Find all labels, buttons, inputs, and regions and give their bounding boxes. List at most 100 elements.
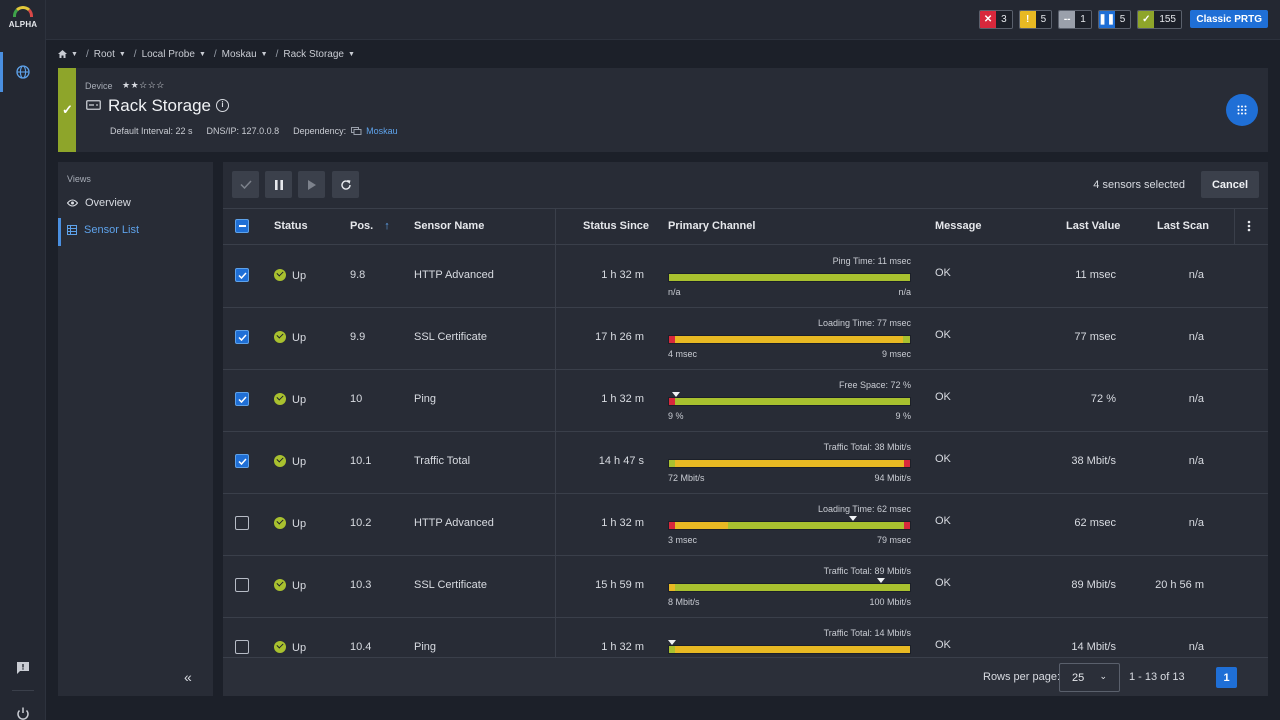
down-counter[interactable]: ✕ 3 [979, 10, 1013, 29]
feedback-icon[interactable] [16, 661, 30, 675]
breadcrumb-root[interactable]: / Root ▼ [78, 49, 126, 60]
views-title: Views [67, 174, 91, 184]
pause-button[interactable] [265, 171, 292, 198]
channel-max: 94 Mbit/s [874, 473, 911, 483]
col-status-since[interactable]: Status Since [583, 220, 650, 232]
status-text: Up [292, 642, 307, 654]
checkbox [235, 640, 249, 654]
classic-prtg-button[interactable]: Classic PRTG [1190, 10, 1268, 28]
table-toolbar: 4 sensors selected Cancel [223, 162, 1268, 208]
check-icon [237, 457, 247, 465]
status-text: Up [292, 518, 307, 530]
channel-gauge [668, 521, 911, 530]
status-text: Up [292, 332, 307, 344]
table-row[interactable]: Up 9.8 HTTP Advanced 1 h 32 m Ping Time: 11 … [223, 246, 1268, 308]
table-footer: Rows per page: 25 ⌄ 1 - 13 of 13 1 [223, 657, 1268, 696]
gauge-segment [669, 584, 675, 591]
col-status[interactable]: Status [274, 220, 308, 232]
gauge-segment [674, 584, 910, 591]
collapse-panel-button[interactable]: « [184, 669, 192, 685]
prtg-logo[interactable]: ALPHA [8, 6, 38, 29]
col-sensor-name[interactable]: Sensor Name [414, 220, 485, 232]
view-overview[interactable]: Overview [58, 191, 213, 215]
col-primary-channel[interactable]: Primary Channel [668, 220, 756, 232]
cancel-button[interactable]: Cancel [1201, 171, 1259, 198]
table-row[interactable]: Up 10.1 Traffic Total 14 h 47 s Traffic Tota… [223, 432, 1268, 494]
last-value: 72 % [1090, 393, 1116, 405]
dependency-link[interactable]: Moskau [366, 126, 398, 136]
status-since: 1 h 32 m [601, 517, 644, 529]
sensor-name[interactable]: Ping [414, 641, 437, 653]
paused-counter[interactable]: ❚❚ 5 [1097, 10, 1132, 29]
counter-value: 5 [1114, 11, 1131, 28]
up-counter[interactable]: ✓ 155 [1137, 10, 1182, 29]
status-cell: Up [274, 393, 306, 406]
column-options-button[interactable] [1247, 220, 1251, 235]
row-checkbox[interactable] [235, 268, 249, 282]
sensor-name[interactable]: Ping [414, 393, 437, 405]
breadcrumb-home[interactable]: ▼ [58, 50, 78, 58]
counter-value: 5 [1035, 11, 1052, 28]
sensor-name[interactable]: HTTP Advanced [414, 517, 494, 529]
checkbox [235, 578, 249, 592]
check-icon [237, 271, 247, 279]
select-all-checkbox[interactable] [235, 219, 249, 233]
message: OK [935, 329, 951, 341]
up-status-icon [274, 455, 286, 467]
breadcrumb-group[interactable]: / Moskau ▼ [206, 49, 268, 60]
counter-value: 1 [1075, 11, 1091, 28]
power-icon[interactable] [16, 707, 30, 720]
breadcrumb-device[interactable]: / Rack Storage ▼ [268, 49, 355, 60]
position-cell: 10.1 [350, 455, 372, 467]
row-checkbox[interactable] [235, 516, 249, 530]
col-position[interactable]: Pos. ↑ [350, 220, 390, 232]
sensor-name[interactable]: Traffic Total [414, 455, 471, 467]
scan-now-button[interactable] [332, 171, 359, 198]
last-scan: n/a [1188, 331, 1204, 343]
row-checkbox[interactable] [235, 454, 249, 468]
unknown-counter[interactable]: -- 1 [1058, 10, 1092, 29]
rows-per-page-select[interactable]: 25 ⌄ [1059, 663, 1120, 692]
info-icon[interactable]: i [216, 99, 229, 112]
channel-min: 3 msec [668, 535, 698, 545]
sensor-name[interactable]: SSL Certificate [414, 331, 487, 343]
row-checkbox[interactable] [235, 330, 249, 344]
table-row[interactable]: Up 10 Ping 1 h 32 m Free Space: 72 % 9 % 9 % OK… [223, 370, 1268, 432]
gauge-segment [669, 460, 675, 467]
table-row[interactable]: Up 9.9 SSL Certificate 17 h 26 m Loading Tim… [223, 308, 1268, 370]
last-scan: n/a [1188, 393, 1204, 405]
breadcrumb-probe[interactable]: / Local Probe ▼ [126, 49, 206, 60]
channel-gauge [668, 273, 911, 282]
col-message[interactable]: Message [935, 220, 982, 232]
primary-channel-value: Loading Time: 77 msec [817, 318, 911, 328]
gauge-segment [674, 646, 910, 653]
status-since: 14 h 47 s [598, 455, 644, 467]
last-scan: n/a [1188, 641, 1204, 653]
col-last-scan[interactable]: Last Scan [1157, 220, 1209, 232]
sensor-name[interactable]: HTTP Advanced [414, 269, 494, 281]
table-row[interactable]: Up 10.3 SSL Certificate 15 h 59 m Traffic To… [223, 556, 1268, 618]
channel-min: 9 % [668, 411, 684, 421]
resume-button[interactable] [298, 171, 325, 198]
table-row[interactable]: Up 10.2 HTTP Advanced 1 h 32 m Loading Time:… [223, 494, 1268, 556]
checkbox [235, 516, 249, 530]
primary-channel-value: Traffic Total: 38 Mbit/s [823, 442, 911, 452]
row-checkbox[interactable] [235, 392, 249, 406]
home-icon [58, 50, 67, 58]
row-checkbox[interactable] [235, 578, 249, 592]
warning-counter[interactable]: ! 5 [1018, 10, 1053, 29]
status-since: 1 h 32 m [601, 269, 644, 281]
col-last-value[interactable]: Last Value [1066, 220, 1121, 232]
priority-stars[interactable]: ★★☆☆☆ [122, 80, 165, 90]
up-status-icon [274, 641, 286, 653]
nav-devices-button[interactable] [0, 52, 46, 92]
sensor-name[interactable]: SSL Certificate [414, 579, 487, 591]
position-cell: 10.3 [350, 579, 372, 591]
page-button[interactable]: 1 [1216, 667, 1237, 688]
apps-menu-button[interactable] [1226, 94, 1258, 126]
view-sensor-list[interactable]: Sensor List [58, 218, 213, 246]
breadcrumb-label: Root [93, 48, 115, 60]
row-checkbox[interactable] [235, 640, 249, 654]
acknowledge-button[interactable] [232, 171, 259, 198]
check-icon: ✓ [1138, 11, 1155, 28]
